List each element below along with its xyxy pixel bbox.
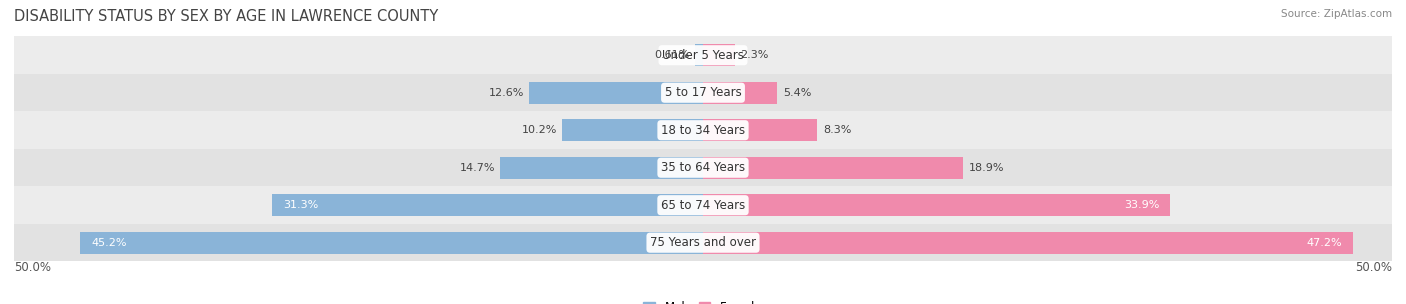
Text: 5.4%: 5.4% [783, 88, 811, 98]
Bar [14, 74, 1392, 112]
Text: 8.3%: 8.3% [823, 125, 851, 135]
Bar [14, 186, 1392, 224]
Text: DISABILITY STATUS BY SEX BY AGE IN LAWRENCE COUNTY: DISABILITY STATUS BY SEX BY AGE IN LAWRE… [14, 9, 439, 24]
Bar [703, 232, 1354, 254]
Text: 10.2%: 10.2% [522, 125, 557, 135]
Text: 75 Years and over: 75 Years and over [650, 236, 756, 249]
Text: 47.2%: 47.2% [1306, 238, 1343, 248]
Bar [695, 44, 703, 66]
Text: 31.3%: 31.3% [283, 200, 318, 210]
Bar [703, 194, 1170, 216]
Text: 45.2%: 45.2% [91, 238, 127, 248]
Bar [14, 224, 1392, 261]
Text: 50.0%: 50.0% [14, 261, 51, 275]
Bar [703, 157, 963, 178]
Bar [14, 36, 1392, 74]
Text: Under 5 Years: Under 5 Years [662, 49, 744, 62]
Text: 50.0%: 50.0% [1355, 261, 1392, 275]
Text: 5 to 17 Years: 5 to 17 Years [665, 86, 741, 99]
Text: 12.6%: 12.6% [488, 88, 524, 98]
Text: 14.7%: 14.7% [460, 163, 495, 173]
Bar [271, 194, 703, 216]
Text: 2.3%: 2.3% [740, 50, 769, 60]
Bar [703, 119, 817, 141]
Bar [80, 232, 703, 254]
Bar [14, 149, 1392, 186]
Text: 33.9%: 33.9% [1123, 200, 1159, 210]
Text: 18.9%: 18.9% [969, 163, 1004, 173]
Legend: Male, Female: Male, Female [638, 296, 768, 304]
Bar [501, 157, 703, 178]
Text: 18 to 34 Years: 18 to 34 Years [661, 124, 745, 137]
Bar [703, 44, 735, 66]
Text: 65 to 74 Years: 65 to 74 Years [661, 199, 745, 212]
Text: 35 to 64 Years: 35 to 64 Years [661, 161, 745, 174]
Text: 0.61%: 0.61% [654, 50, 689, 60]
Bar [14, 112, 1392, 149]
Bar [703, 82, 778, 104]
Bar [562, 119, 703, 141]
Text: Source: ZipAtlas.com: Source: ZipAtlas.com [1281, 9, 1392, 19]
Bar [530, 82, 703, 104]
